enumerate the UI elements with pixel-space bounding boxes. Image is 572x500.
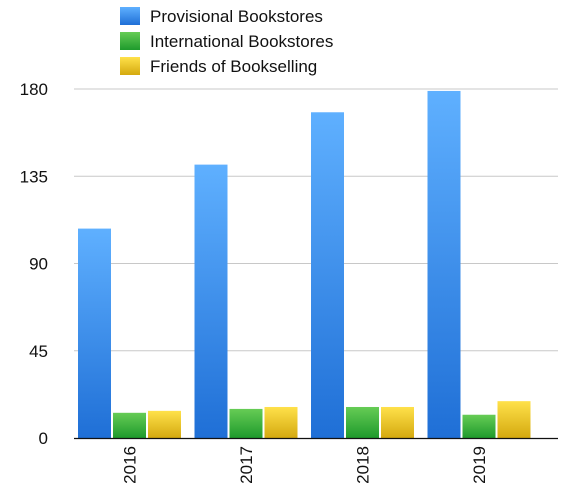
legend: Provisional Bookstores International Book… [120,7,333,76]
bar-international-bookstores-2016 [113,412,146,438]
y-axis-ticks: 0 45 90 135 180 [20,80,48,448]
bar-provisional-bookstores-2018 [311,112,344,439]
bar-friends-of-bookselling-2016 [148,410,181,438]
x-tick-label-2019: 2019 [470,446,489,484]
bar-international-bookstores-2017 [229,408,263,438]
legend-label-provisional-bookstores: Provisional Bookstores [150,7,323,26]
legend-swatch-international-bookstores [120,32,140,50]
x-tick-label-2016: 2016 [121,446,140,484]
legend-swatch-friends-of-bookselling [120,57,140,75]
bars [78,90,531,439]
y-tick-label-45: 45 [29,342,48,361]
y-tick-label-180: 180 [20,80,48,99]
bar-international-bookstores-2019 [462,414,496,438]
x-axis-labels: 2016 2017 2018 2019 [121,446,490,484]
bar-friends-of-bookselling-2017 [264,406,298,438]
bar-international-bookstores-2018 [346,406,379,438]
x-tick-label-2018: 2018 [354,446,373,484]
bar-provisional-bookstores-2017 [194,164,228,438]
bar-provisional-bookstores-2019 [427,90,461,438]
y-tick-label-0: 0 [39,429,48,448]
legend-label-friends-of-bookselling: Friends of Bookselling [150,57,317,76]
bar-provisional-bookstores-2016 [78,228,111,438]
bar-friends-of-bookselling-2018 [381,406,414,438]
y-tick-label-135: 135 [20,167,48,186]
legend-label-international-bookstores: International Bookstores [150,32,333,51]
x-tick-label-2017: 2017 [237,446,256,484]
y-tick-label-90: 90 [29,255,48,274]
bar-friends-of-bookselling-2019 [497,401,531,438]
legend-swatch-provisional-bookstores [120,7,140,25]
